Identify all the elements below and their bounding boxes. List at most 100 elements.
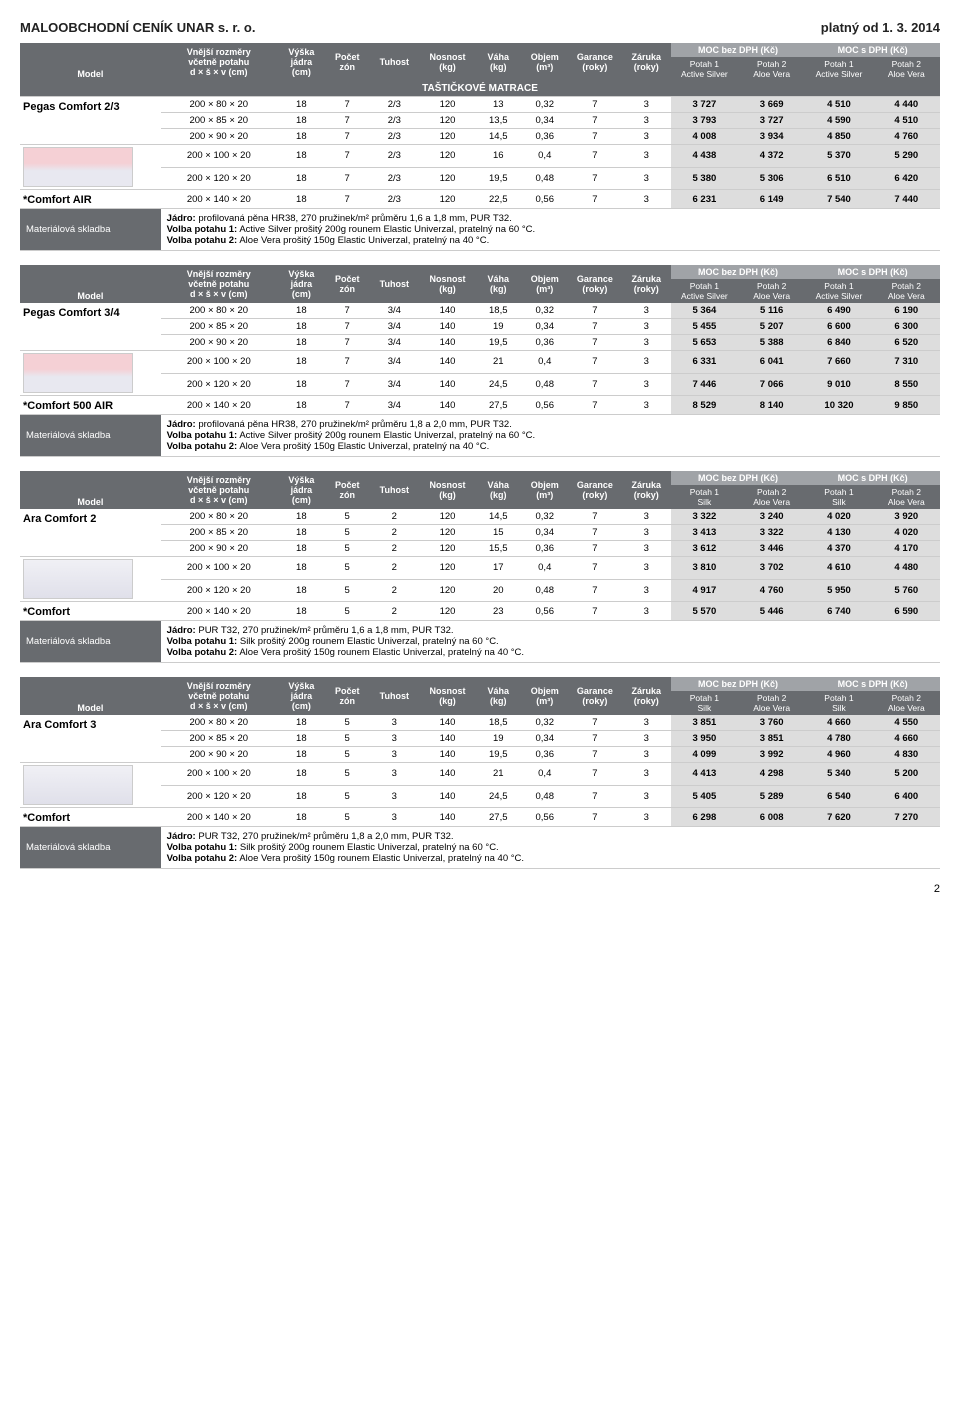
cell: 4 440 bbox=[873, 97, 940, 113]
cell: 3 bbox=[622, 190, 671, 209]
cell: 2 bbox=[369, 541, 420, 557]
cell: 24,5 bbox=[475, 785, 521, 808]
cell: 18 bbox=[277, 145, 326, 168]
cell: 7 270 bbox=[873, 808, 940, 827]
cell: 7 bbox=[568, 602, 622, 621]
cell: 2/3 bbox=[369, 145, 420, 168]
cell: 0,32 bbox=[522, 509, 568, 525]
cell: 200 × 140 × 20 bbox=[161, 808, 277, 827]
cell: 3 934 bbox=[738, 129, 805, 145]
cell: 200 × 85 × 20 bbox=[161, 113, 277, 129]
model-name: Pegas Comfort 2/3 bbox=[20, 97, 161, 145]
cell: 18 bbox=[277, 167, 326, 190]
cell: 0,56 bbox=[522, 396, 568, 415]
cell: 3 bbox=[622, 335, 671, 351]
cell: 5 289 bbox=[738, 785, 805, 808]
cell: 4 850 bbox=[805, 129, 872, 145]
cell: 7 bbox=[568, 113, 622, 129]
cell: 200 × 90 × 20 bbox=[161, 747, 277, 763]
cell: 2/3 bbox=[369, 190, 420, 209]
cell: 2 bbox=[369, 602, 420, 621]
cell: 140 bbox=[420, 763, 475, 786]
cell: 200 × 90 × 20 bbox=[161, 541, 277, 557]
cell: 3 bbox=[622, 351, 671, 374]
cell: 4 510 bbox=[873, 113, 940, 129]
cell: 10 320 bbox=[805, 396, 872, 415]
cell: 3 bbox=[622, 145, 671, 168]
cell: 3 322 bbox=[671, 509, 738, 525]
cell: 5 950 bbox=[805, 579, 872, 602]
cell: 18,5 bbox=[475, 715, 521, 731]
cell: 140 bbox=[420, 747, 475, 763]
cell: 5 388 bbox=[738, 335, 805, 351]
cell: 3 bbox=[622, 396, 671, 415]
cell: 3 240 bbox=[738, 509, 805, 525]
cell: 7 bbox=[568, 785, 622, 808]
table-row: *Comfort 500 AIR200 × 140 × 201873/41402… bbox=[20, 396, 940, 415]
cell: 7 bbox=[326, 145, 369, 168]
model-name: *Comfort AIR bbox=[20, 190, 161, 209]
cell: 0,36 bbox=[522, 747, 568, 763]
cell: 2 bbox=[369, 557, 420, 580]
cell: 6 331 bbox=[671, 351, 738, 374]
cell: 3 bbox=[622, 557, 671, 580]
cell: 140 bbox=[420, 373, 475, 396]
cell: 3 bbox=[622, 373, 671, 396]
cell: 3 bbox=[622, 579, 671, 602]
cell: 4 480 bbox=[873, 557, 940, 580]
cell: 7 bbox=[568, 557, 622, 580]
table-row: Pegas Comfort 2/3200 × 80 × 201872/31201… bbox=[20, 97, 940, 113]
cell: 4 660 bbox=[873, 731, 940, 747]
cell: 18 bbox=[277, 303, 326, 319]
cell: 7 bbox=[568, 190, 622, 209]
cell: 5 bbox=[326, 602, 369, 621]
cell: 5 bbox=[326, 763, 369, 786]
cell: 24,5 bbox=[475, 373, 521, 396]
cell: 19,5 bbox=[475, 747, 521, 763]
cell: 200 × 90 × 20 bbox=[161, 335, 277, 351]
cell: 18 bbox=[277, 579, 326, 602]
cell: 7 bbox=[568, 373, 622, 396]
cell: 4 960 bbox=[805, 747, 872, 763]
cell: 3/4 bbox=[369, 335, 420, 351]
cell: 200 × 85 × 20 bbox=[161, 731, 277, 747]
cell: 18 bbox=[277, 747, 326, 763]
cell: 0,48 bbox=[522, 579, 568, 602]
cell: 5 bbox=[326, 541, 369, 557]
cell: 0,4 bbox=[522, 145, 568, 168]
cell: 6 149 bbox=[738, 190, 805, 209]
page-number: 2 bbox=[20, 883, 940, 895]
cell: 5 bbox=[326, 731, 369, 747]
cell: 7 bbox=[326, 113, 369, 129]
cell: 18 bbox=[277, 373, 326, 396]
cell: 3 bbox=[622, 129, 671, 145]
cell: 3 bbox=[622, 319, 671, 335]
cell: 22,5 bbox=[475, 190, 521, 209]
cell: 200 × 100 × 20 bbox=[161, 557, 277, 580]
cell: 4 550 bbox=[873, 715, 940, 731]
cell: 120 bbox=[420, 602, 475, 621]
cell: 18 bbox=[277, 525, 326, 541]
material-desc: Jádro: profilovaná pěna HR38, 270 pružin… bbox=[161, 415, 940, 457]
cell: 5 290 bbox=[873, 145, 940, 168]
cell: 0,56 bbox=[522, 602, 568, 621]
cell: 14,5 bbox=[475, 509, 521, 525]
cell: 0,34 bbox=[522, 525, 568, 541]
cell: 5 bbox=[326, 747, 369, 763]
cell: 3 bbox=[622, 763, 671, 786]
table-row: 200 × 100 × 201873/4140210,4736 3316 041… bbox=[20, 351, 940, 374]
cell: 3 bbox=[369, 747, 420, 763]
cell: 4 780 bbox=[805, 731, 872, 747]
table-row: *Comfort200 × 140 × 201852120230,56735 5… bbox=[20, 602, 940, 621]
cell: 4 298 bbox=[738, 763, 805, 786]
cell: 7 bbox=[326, 167, 369, 190]
product-image bbox=[20, 351, 161, 396]
cell: 14,5 bbox=[475, 129, 521, 145]
cell: 3 727 bbox=[738, 113, 805, 129]
cell: 140 bbox=[420, 715, 475, 731]
cell: 18 bbox=[277, 715, 326, 731]
doc-title: MALOOBCHODNÍ CENÍK UNAR s. r. o. bbox=[20, 20, 255, 35]
cell: 140 bbox=[420, 351, 475, 374]
cell: 200 × 100 × 20 bbox=[161, 351, 277, 374]
cell: 7 bbox=[326, 129, 369, 145]
